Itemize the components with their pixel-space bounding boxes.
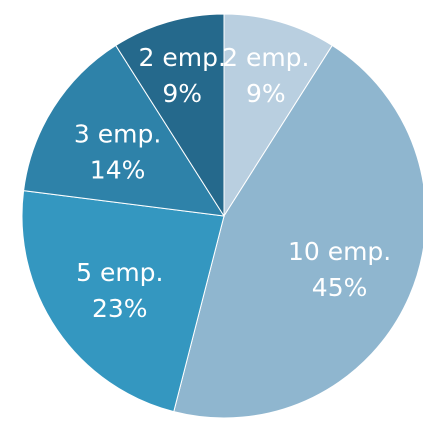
pie-slices	[21, 13, 423, 419]
slice-percent-label: 45%	[312, 273, 368, 302]
pie-slice	[115, 13, 225, 218]
slice-percent-label: 9%	[246, 79, 286, 108]
pie-slice	[21, 190, 225, 413]
slice-percent-label: 14%	[90, 156, 146, 185]
slice-category-label: 2 emp.	[138, 43, 225, 72]
slice-percent-label: 9%	[162, 79, 202, 108]
slice-percent-label: 23%	[92, 294, 148, 323]
pie-labels: 2 emp. 9% 10 emp. 45% 5 emp. 23% 3 emp. 14% 2 em…	[74, 43, 391, 323]
slice-category-label: 2 emp.	[222, 43, 309, 72]
slice-category-label: 3 emp.	[74, 120, 161, 149]
slice-category-label: 10 emp.	[288, 237, 391, 266]
pie-slice	[173, 44, 423, 419]
slice-category-label: 5 emp.	[76, 258, 163, 287]
pie-slice	[23, 44, 225, 217]
pie-slice	[223, 13, 333, 218]
